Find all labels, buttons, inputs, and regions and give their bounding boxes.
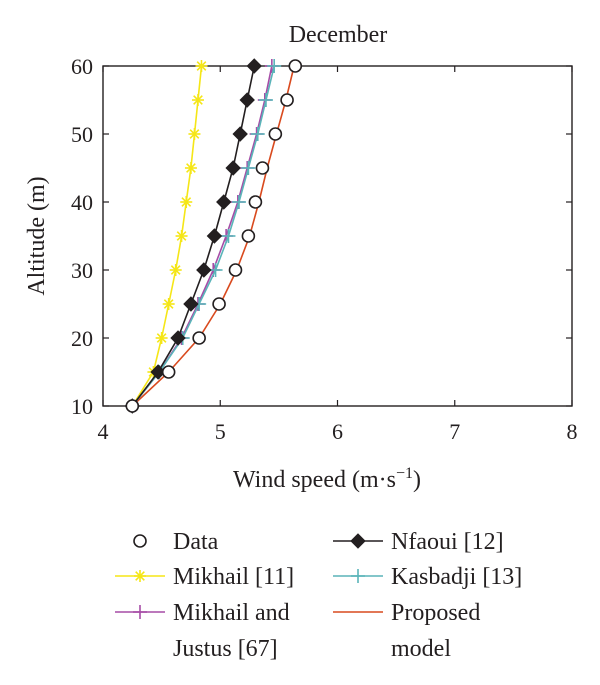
data-point	[239, 92, 255, 108]
series-layer	[124, 58, 303, 414]
x-axis-label-close: )	[413, 467, 421, 493]
data-point	[288, 59, 303, 73]
data-point	[246, 58, 262, 74]
y-tick-label: 60	[71, 54, 93, 79]
series-nfaoui-12	[124, 58, 262, 414]
data-point	[170, 330, 186, 346]
data-point	[169, 264, 182, 276]
asterisk-stroke	[193, 95, 203, 105]
data-point	[188, 128, 201, 140]
asterisk-stroke	[163, 299, 174, 309]
legend-item-data: Data	[133, 529, 219, 555]
legend-marker	[351, 569, 365, 583]
data-point	[155, 332, 168, 344]
asterisk-stroke	[186, 163, 196, 173]
data-point	[267, 59, 282, 73]
data-point	[162, 298, 175, 310]
data-point	[241, 229, 256, 243]
data-point	[221, 229, 236, 243]
data-point	[268, 127, 283, 141]
data-point	[206, 228, 223, 244]
legend-label: model	[391, 636, 451, 662]
series-mikhail-and-justus-67	[125, 59, 279, 413]
legend-label: Nfaoui [12]	[391, 529, 504, 555]
data-point	[191, 94, 204, 106]
legend-marker	[350, 533, 366, 549]
x-axis: 4 5 6 7 8	[98, 66, 578, 444]
data-point	[180, 196, 193, 208]
x-tick-label: 7	[449, 419, 460, 444]
y-tick-label: 40	[71, 190, 93, 215]
y-axis-label: Altitude (m)	[24, 176, 50, 295]
y-tick-label: 50	[71, 122, 93, 147]
plot-area-frame	[102, 65, 573, 407]
data-point	[175, 230, 188, 242]
y-tick-label: 20	[71, 326, 93, 351]
x-tick-label: 6	[332, 419, 343, 444]
data-point	[195, 60, 208, 72]
chart-title: December	[289, 22, 388, 48]
data-point	[161, 365, 176, 379]
series-data	[125, 59, 303, 413]
legend-label: Proposed	[391, 600, 480, 626]
series-kasbadji-13	[125, 59, 282, 413]
data-point	[184, 162, 197, 174]
legend-label: Mikhail and	[173, 600, 290, 626]
x-axis-label-text: Wind speed (m·s	[233, 467, 396, 493]
legend-marker	[134, 570, 146, 582]
data-point	[228, 263, 243, 277]
data-point	[248, 195, 263, 209]
y-tick-label: 10	[71, 394, 93, 419]
asterisk-stroke	[170, 265, 181, 275]
data-point	[232, 126, 248, 142]
x-tick-label: 4	[98, 419, 109, 444]
data-point	[232, 195, 247, 209]
data-point	[212, 297, 226, 311]
legend-label: Mikhail [11]	[173, 564, 294, 590]
legend-label: Justus [67]	[173, 636, 278, 662]
x-axis-label: Wind speed (m·s−1)	[233, 465, 421, 493]
asterisk-stroke	[181, 197, 192, 207]
x-axis-label-superscript: −1	[396, 465, 413, 482]
y-axis: 10 20 30 40 50 60	[71, 54, 572, 419]
data-point	[216, 194, 232, 210]
legend-item-mikhail: Mikhail [11]	[115, 564, 294, 590]
y-tick-label: 30	[71, 258, 93, 283]
legend-item-kasbadji: Kasbadji [13]	[333, 564, 522, 590]
asterisk-stroke	[176, 231, 187, 241]
data-point	[192, 331, 206, 345]
data-point	[258, 93, 273, 107]
data-point	[225, 160, 241, 176]
legend: Data Nfaoui [12] Mikhail [11] Kasbadji [13]…	[115, 529, 522, 662]
x-tick-label: 5	[215, 419, 226, 444]
legend-item-proposed: Proposed model	[333, 600, 480, 662]
legend-label: Kasbadji [13]	[391, 564, 522, 590]
legend-marker	[133, 534, 147, 548]
data-point	[241, 161, 256, 175]
x-tick-label: 8	[567, 419, 578, 444]
legend-label: Data	[173, 529, 219, 555]
data-point	[255, 161, 270, 175]
legend-item-nfaoui: Nfaoui [12]	[333, 529, 504, 555]
data-point	[280, 93, 294, 107]
data-point	[183, 296, 199, 312]
data-point	[125, 399, 140, 413]
data-point	[196, 262, 212, 278]
series-line	[131, 65, 203, 407]
asterisk-stroke	[196, 61, 207, 71]
legend-item-mikhail-justus: Mikhail and Justus [67]	[115, 600, 290, 662]
asterisk-stroke	[135, 571, 145, 581]
data-point	[250, 127, 265, 141]
asterisk-stroke	[156, 333, 167, 343]
legend-marker	[133, 605, 147, 619]
series-line	[131, 65, 256, 407]
asterisk-stroke	[189, 129, 200, 139]
